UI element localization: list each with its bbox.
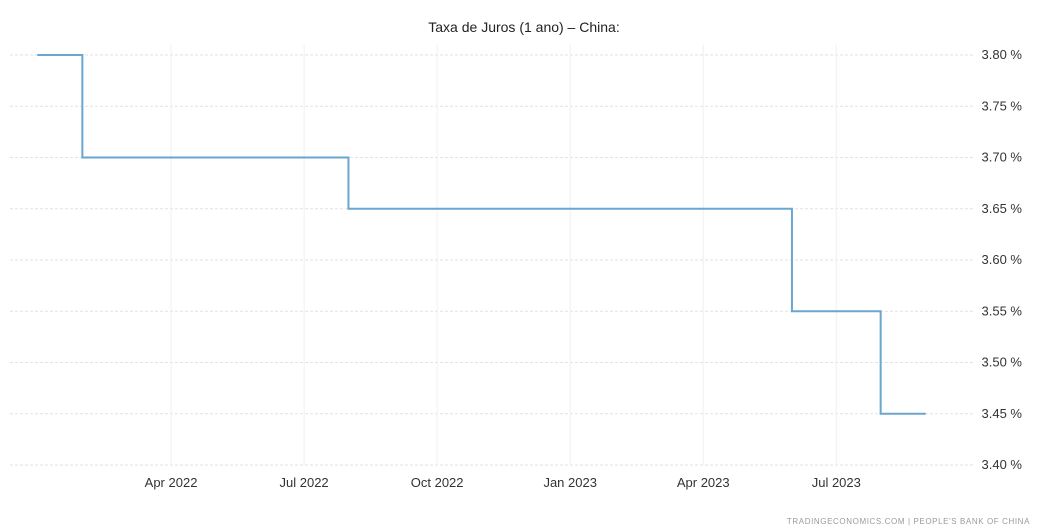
- x-axis: Apr 2022 Jul 2022 Oct 2022 Jan 2023 Apr 2023…: [145, 475, 861, 490]
- data-point: [790, 310, 793, 313]
- x-tick-label: Apr 2022: [145, 475, 198, 490]
- y-tick-label: 3.70 %: [982, 150, 1023, 165]
- chart-title: Taxa de Juros (1 ano) – China:: [428, 19, 619, 35]
- y-axis: 3.80 % 3.75 % 3.70 % 3.65 % 3.60 % 3.55 % 3.50…: [982, 47, 1023, 472]
- y-tick-label: 3.65 %: [982, 201, 1023, 216]
- data-point: [347, 207, 350, 210]
- x-tick-label: Jul 2023: [812, 475, 861, 490]
- y-tick-label: 3.50 %: [982, 355, 1023, 370]
- x-tick-label: Jul 2022: [280, 475, 329, 490]
- data-point: [37, 54, 39, 56]
- y-tick-label: 3.55 %: [982, 303, 1023, 318]
- x-tick-label: Oct 2022: [411, 475, 464, 490]
- y-tick-label: 3.40 %: [982, 457, 1023, 472]
- series-line: [38, 54, 925, 415]
- data-point: [81, 156, 84, 159]
- data-point: [879, 412, 882, 415]
- y-tick-label: 3.75 %: [982, 98, 1023, 113]
- y-tick-label: 3.80 %: [982, 47, 1023, 62]
- y-tick-label: 3.45 %: [982, 406, 1023, 421]
- y-tick-label: 3.60 %: [982, 252, 1023, 267]
- grid: [10, 45, 975, 466]
- data-point: [924, 412, 926, 415]
- x-tick-label: Apr 2023: [677, 475, 730, 490]
- series-layer: [37, 54, 926, 415]
- source-label: TRADINGECONOMICS.COM | PEOPLE'S BANK OF …: [787, 517, 1030, 526]
- x-tick-label: Jan 2023: [543, 475, 597, 490]
